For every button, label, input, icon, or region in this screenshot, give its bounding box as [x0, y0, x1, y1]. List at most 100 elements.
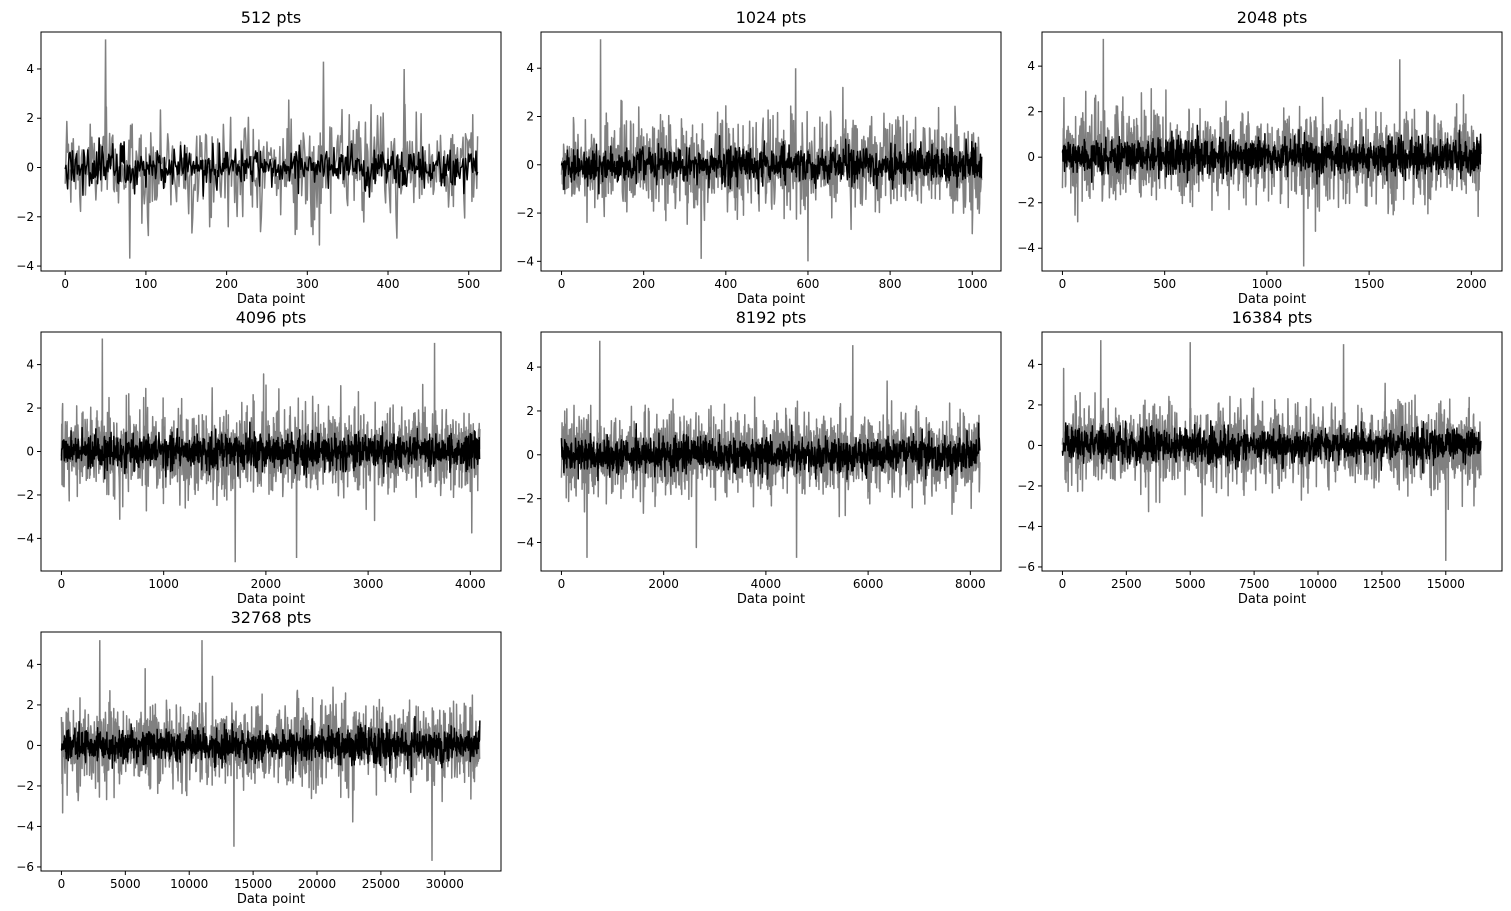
subplot-7: 0 5000 10000 15000 20000 25000 30000 −6 −4 −2 0 2 4 3… — [16, 608, 502, 907]
x-tick-label: 25000 — [362, 877, 400, 891]
subplot-title: 1024 pts — [736, 8, 807, 27]
y-tick-label: 0 — [526, 158, 534, 172]
x-tick-label: 1500 — [1354, 277, 1385, 291]
raw-series-spike — [851, 345, 854, 455]
y-tick-label: −4 — [1017, 241, 1035, 255]
x-axis-label: Data point — [737, 292, 805, 307]
raw-series-spike — [1189, 342, 1192, 446]
x-tick-label: 4000 — [751, 577, 782, 591]
x-tick-label: 5000 — [110, 877, 141, 891]
y-tick-label: 0 — [26, 445, 34, 459]
subplot-title: 4096 pts — [236, 308, 307, 327]
subplot-1: 0 100 200 300 400 500 −4 −2 0 2 4 512 pts Data point — [16, 8, 502, 307]
x-tick-label: 500 — [457, 277, 480, 291]
axes-frame — [1041, 331, 1503, 572]
y-tick-label: 2 — [526, 109, 534, 123]
raw-series-spike — [599, 39, 602, 165]
x-tick-label: 2000 — [251, 577, 282, 591]
y-tick-label: 4 — [526, 360, 534, 374]
x-tick-label: 300 — [296, 277, 319, 291]
x-tick-label: 4000 — [455, 577, 486, 591]
raw-series-spike — [795, 454, 798, 558]
raw-series-spike — [200, 640, 204, 746]
x-tick-label: 2500 — [1111, 577, 1142, 591]
x-tick-label: 100 — [134, 277, 157, 291]
y-tick-label: 2 — [1027, 398, 1035, 412]
x-tick-label: 30000 — [426, 877, 464, 891]
x-tick-label: 0 — [1059, 577, 1067, 591]
x-tick-label: 6000 — [853, 577, 884, 591]
x-axis-label: Data point — [1238, 292, 1306, 307]
y-tick-label: 4 — [1027, 357, 1035, 371]
raw-series-spike — [1102, 38, 1105, 158]
y-tick-label: 0 — [526, 448, 534, 462]
raw-series-spike — [700, 164, 703, 259]
axes-frame — [1041, 31, 1503, 272]
x-axis-label: Data point — [237, 292, 305, 307]
raw-series-spike — [321, 61, 326, 168]
x-tick-label: 2000 — [1456, 277, 1487, 291]
x-tick-label: 3000 — [353, 577, 384, 591]
x-tick-label: 7500 — [1239, 577, 1270, 591]
raw-series-spike — [104, 39, 108, 168]
x-tick-label: 400 — [714, 277, 737, 291]
y-tick-label: −4 — [16, 259, 34, 273]
subplot-6: 0 2500 5000 7500 10000 12500 15000 −6 −4 −2 0 2 4 163… — [1017, 308, 1503, 607]
x-tick-label: 15000 — [234, 877, 272, 891]
x-axis-label: Data point — [737, 592, 805, 607]
y-tick-label: −2 — [16, 210, 34, 224]
filtered-series-line — [60, 715, 481, 779]
x-tick-label: 800 — [879, 277, 902, 291]
y-tick-label: −2 — [1017, 196, 1035, 210]
axes-frame — [540, 331, 1002, 572]
raw-series-spike — [1398, 59, 1401, 158]
y-tick-label: −4 — [16, 819, 34, 833]
axes-frame — [40, 31, 502, 272]
raw-series-line — [560, 380, 981, 549]
raw-series-spike — [101, 338, 104, 452]
subplot-title: 16384 pts — [1232, 308, 1313, 327]
y-tick-label: −6 — [16, 860, 34, 874]
subplot-title: 512 pts — [241, 8, 301, 27]
raw-series-spike — [585, 454, 589, 558]
filtered-series-line — [64, 137, 479, 198]
axes-frame — [540, 31, 1002, 272]
x-tick-label: 0 — [61, 277, 69, 291]
raw-series-spike — [402, 68, 406, 168]
x-tick-label: 0 — [58, 577, 66, 591]
y-tick-label: 2 — [26, 698, 34, 712]
x-tick-label: 500 — [1153, 277, 1176, 291]
raw-series-spike — [232, 745, 235, 847]
x-tick-label: 0 — [58, 877, 66, 891]
x-axis-label: Data point — [1238, 592, 1306, 607]
y-tick-label: −2 — [516, 206, 534, 220]
x-tick-label: 8000 — [955, 577, 986, 591]
x-axis-label: Data point — [237, 892, 305, 907]
y-tick-label: 2 — [1027, 105, 1035, 119]
subplot-title: 2048 pts — [1237, 8, 1308, 27]
raw-series-spike — [1302, 157, 1305, 267]
raw-series-spike — [1099, 340, 1102, 446]
subplot-4: 0 1000 2000 3000 4000 −4 −2 0 2 4 4096 pts Data poi… — [16, 308, 502, 607]
raw-series-spike — [1342, 344, 1345, 446]
y-tick-label: 2 — [26, 401, 34, 415]
x-tick-label: 0 — [558, 277, 566, 291]
y-tick-label: −2 — [1017, 479, 1035, 493]
x-tick-label: 600 — [797, 277, 820, 291]
subplot-5: 0 2000 4000 6000 8000 −4 −2 0 2 4 8192 pts Data poi… — [516, 308, 1002, 607]
subplot-title: 32768 pts — [231, 608, 312, 627]
x-tick-label: 10000 — [170, 877, 208, 891]
x-tick-label: 12500 — [1363, 577, 1401, 591]
filtered-series-line — [560, 135, 983, 195]
filtered-series-line — [1061, 420, 1482, 474]
y-tick-label: 4 — [526, 61, 534, 75]
x-tick-label: 200 — [632, 277, 655, 291]
y-tick-label: −4 — [1017, 519, 1035, 533]
raw-series-spike — [794, 68, 797, 165]
y-tick-label: 4 — [26, 358, 34, 372]
y-tick-label: −2 — [16, 779, 34, 793]
y-tick-label: −6 — [1017, 560, 1035, 574]
x-tick-label: 15000 — [1427, 577, 1465, 591]
x-tick-label: 20000 — [298, 877, 336, 891]
